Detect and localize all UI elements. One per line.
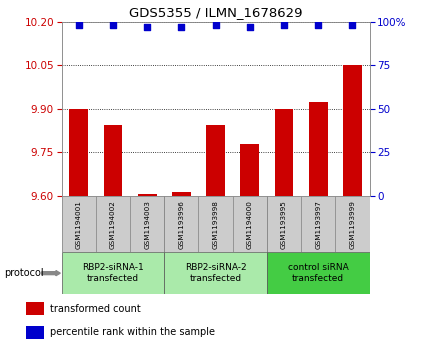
Title: GDS5355 / ILMN_1678629: GDS5355 / ILMN_1678629: [129, 6, 302, 19]
Point: [281, 23, 288, 28]
Point: [246, 24, 253, 30]
FancyBboxPatch shape: [62, 196, 96, 252]
Bar: [26, 326, 44, 339]
Bar: [309, 102, 328, 196]
Bar: [172, 192, 191, 196]
Text: transformed count: transformed count: [50, 303, 140, 314]
Bar: [26, 302, 44, 315]
Point: [143, 24, 150, 30]
FancyBboxPatch shape: [62, 252, 164, 294]
Bar: [343, 65, 362, 196]
Text: protocol: protocol: [4, 268, 44, 278]
Bar: [275, 109, 293, 196]
Text: RBP2-siRNA-2
transfected: RBP2-siRNA-2 transfected: [185, 264, 246, 283]
Text: GSM1194001: GSM1194001: [76, 200, 82, 249]
FancyBboxPatch shape: [96, 196, 130, 252]
Text: GSM1193995: GSM1193995: [281, 200, 287, 249]
FancyBboxPatch shape: [164, 196, 198, 252]
Point: [349, 23, 356, 28]
Text: percentile rank within the sample: percentile rank within the sample: [50, 327, 215, 337]
FancyBboxPatch shape: [164, 252, 267, 294]
FancyBboxPatch shape: [267, 196, 301, 252]
FancyBboxPatch shape: [301, 196, 335, 252]
FancyBboxPatch shape: [267, 252, 370, 294]
Bar: [240, 144, 259, 196]
Text: GSM1194000: GSM1194000: [247, 200, 253, 249]
Point: [110, 23, 117, 28]
Text: GSM1193999: GSM1193999: [349, 200, 356, 249]
Point: [75, 23, 82, 28]
FancyBboxPatch shape: [335, 196, 370, 252]
Text: GSM1193996: GSM1193996: [178, 200, 184, 249]
FancyBboxPatch shape: [130, 196, 164, 252]
Bar: [70, 109, 88, 196]
Bar: [138, 194, 157, 196]
Point: [178, 24, 185, 30]
Text: GSM1193997: GSM1193997: [315, 200, 321, 249]
Text: GSM1193998: GSM1193998: [213, 200, 219, 249]
Text: RBP2-siRNA-1
transfected: RBP2-siRNA-1 transfected: [82, 264, 144, 283]
Text: control siRNA
transfected: control siRNA transfected: [288, 264, 348, 283]
Bar: [206, 125, 225, 196]
FancyBboxPatch shape: [233, 196, 267, 252]
FancyBboxPatch shape: [198, 196, 233, 252]
Text: GSM1194003: GSM1194003: [144, 200, 150, 249]
Bar: [103, 125, 122, 196]
Text: GSM1194002: GSM1194002: [110, 200, 116, 249]
Point: [212, 23, 219, 28]
Point: [315, 23, 322, 28]
